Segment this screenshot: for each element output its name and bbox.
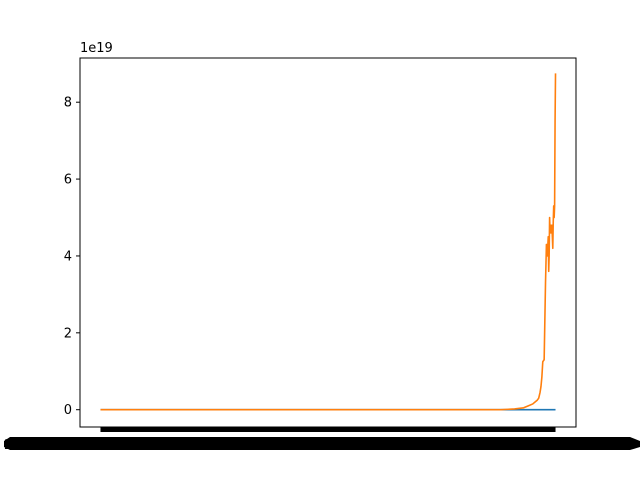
- x-tick-label-band: 2: [4, 427, 640, 453]
- series-layer: [100, 73, 557, 411]
- y-axis: 0 2 4 6 8: [64, 96, 80, 418]
- y-tick-label: 6: [64, 173, 72, 188]
- y-tick-label: 4: [64, 249, 72, 264]
- x-tick-label-prefix: 2: [4, 438, 12, 453]
- series-line-2: [100, 73, 557, 411]
- x-tick-labels-band: [4, 437, 640, 450]
- x-tick-marks-band: [100, 427, 556, 432]
- y-tick-label: 0: [64, 403, 72, 418]
- y-tick-label: 8: [64, 96, 72, 111]
- y-tick-label: 2: [64, 326, 72, 341]
- y-offset-label: 1e19: [80, 41, 113, 56]
- plot-frame: [79, 57, 577, 428]
